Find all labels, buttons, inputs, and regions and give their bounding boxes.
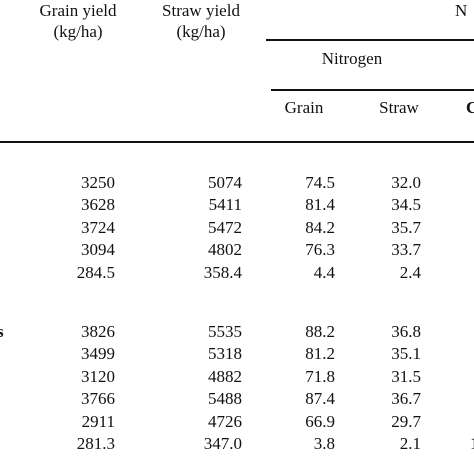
straw-yield-cell: 5488: [208, 389, 242, 409]
grain-yield-cell: 284.5: [76, 262, 115, 282]
straw-yield-cell: 358.4: [203, 262, 242, 282]
nitrogen-grain-cell: 71.8: [305, 366, 335, 386]
nitrogen-straw-cell: 35.7: [391, 217, 421, 237]
header-grain: Grain: [284, 98, 324, 117]
subgroup-header-rule: [271, 89, 474, 91]
nitrogen-grain-cell: 66.9: [305, 411, 335, 431]
nitrogen-straw-cell: 32.0: [391, 173, 421, 192]
group-header-rule: [266, 39, 474, 41]
straw-yield-cell: 5318: [208, 344, 242, 364]
grain-yield-cell: 3826: [81, 322, 115, 341]
grain-yield-cell: 3120: [81, 366, 115, 386]
straw-yield-cell: 4726: [208, 411, 242, 431]
header-straw-yield-line1: Straw yield: [162, 1, 240, 20]
straw-yield-cell: 5472: [208, 217, 242, 237]
nitrogen-grain-cell: 81.4: [305, 195, 335, 215]
header-nitrogen: Nitrogen: [321, 49, 383, 68]
nitrogen-straw-cell: 2.4: [399, 262, 421, 282]
header-group-partial: N: [455, 1, 468, 20]
nitrogen-grain-cell: 81.2: [305, 344, 335, 364]
header-grain-yield-line1: Grain yield: [39, 1, 117, 20]
grain-yield-cell: 3724: [81, 217, 115, 237]
right-edge-partial-cell: 1: [470, 434, 474, 454]
grain-yield-cell: 3094: [81, 240, 115, 260]
nitrogen-straw-cell: 36.8: [391, 322, 421, 341]
header-grain-yield: Grain yield (kg/ha): [28, 0, 128, 42]
grain-yield-cell: 3766: [81, 389, 115, 409]
header-straw: Straw: [379, 98, 419, 117]
header-straw-yield-line2: (kg/ha): [176, 22, 226, 41]
grain-yield-cell: 2911: [81, 411, 115, 431]
left-partial-mark: s: [0, 322, 4, 341]
straw-yield-cell: 5411: [208, 195, 242, 215]
grain-yield-cell: 281.3: [76, 434, 115, 453]
straw-yield-cell: 4882: [208, 366, 242, 386]
nitrogen-grain-cell: 84.2: [305, 217, 335, 237]
header-straw-yield: Straw yield (kg/ha): [151, 0, 251, 42]
nitrogen-grain-cell: 74.5: [305, 173, 335, 192]
straw-yield-cell: 4802: [208, 240, 242, 260]
straw-yield-cell: 5074: [208, 173, 242, 192]
nitrogen-grain-cell: 4.4: [313, 262, 335, 282]
header-next-partial: C: [466, 98, 474, 117]
nitrogen-straw-cell: 33.7: [391, 240, 421, 260]
nitrogen-straw-cell: 2.1: [399, 434, 421, 453]
nitrogen-straw-cell: 36.7: [391, 389, 421, 409]
nitrogen-grain-cell: 3.8: [313, 434, 335, 453]
nitrogen-straw-cell: 29.7: [391, 411, 421, 431]
straw-yield-cell: 5535: [208, 322, 242, 341]
grain-yield-cell: 3250: [81, 173, 115, 192]
straw-yield-cell: 347.0: [203, 434, 242, 453]
nitrogen-straw-cell: 35.1: [391, 344, 421, 364]
grain-yield-cell: 3628: [81, 195, 115, 215]
nitrogen-grain-cell: 88.2: [305, 322, 335, 341]
grain-yield-cell: 3499: [81, 344, 115, 364]
header-grain-yield-line2: (kg/ha): [53, 22, 103, 41]
header-bottom-rule: [0, 141, 474, 143]
nitrogen-straw-cell: 34.5: [391, 195, 421, 215]
nitrogen-grain-cell: 76.3: [305, 240, 335, 260]
nitrogen-grain-cell: 87.4: [305, 389, 335, 409]
nitrogen-straw-cell: 31.5: [391, 366, 421, 386]
